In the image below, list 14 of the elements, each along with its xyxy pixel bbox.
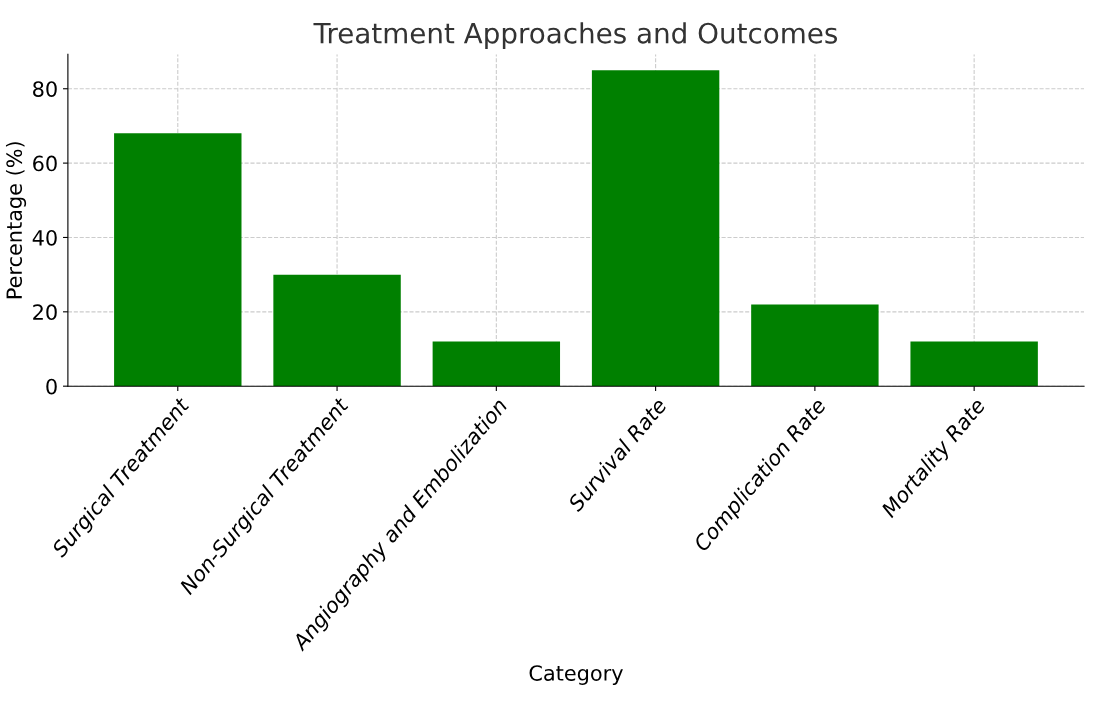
bar [432, 341, 561, 387]
x-axis-title: Category [529, 665, 623, 685]
bar [751, 304, 879, 387]
y-tick-label: 60 [33, 155, 57, 172]
y-tick-label: 80 [33, 81, 57, 97]
bar [910, 341, 1038, 387]
bar [591, 70, 720, 387]
bar [114, 133, 242, 387]
y-axis-title: Percentage (%) [5, 142, 27, 299]
y-tick-label: 0 [46, 378, 57, 395]
y-tick-label: 20 [33, 304, 57, 321]
y-tick-label: 40 [32, 229, 57, 246]
bar [273, 274, 401, 387]
chart-title: Treatment Approaches and Outcomes [313, 22, 838, 50]
